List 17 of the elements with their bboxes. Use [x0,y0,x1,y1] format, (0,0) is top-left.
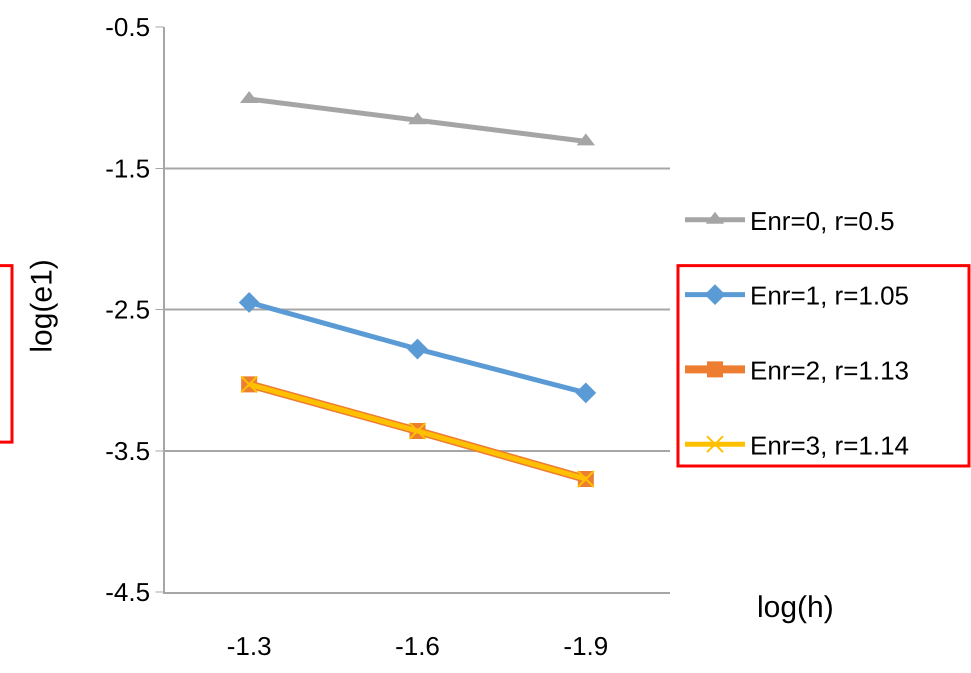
point [238,292,260,313]
x-tick-label: -1.9 [563,630,608,661]
y-tick-label: -4.5 [105,577,150,608]
point [575,382,596,404]
y-tick-label: -1.5 [105,153,150,184]
legend-label: Enr=0, r=0.5 [750,206,895,236]
x-tick-label: -1.3 [226,630,272,661]
x-tick-label: -1.6 [395,630,440,661]
y-tick-label: -2.5 [105,294,150,325]
y-tick-label: -0.5 [105,12,150,42]
y-axis-title: log(e1) [25,259,58,353]
legend-label: Enr=1, r=1.05 [750,280,909,311]
x-axis-title: log(h) [757,591,834,624]
y-tick-label: -3.5 [105,436,150,466]
legend-label: Enr=2, r=1.13 [750,356,909,386]
point [407,338,428,360]
legend-label: Enr=3, r=1.14 [750,430,909,460]
